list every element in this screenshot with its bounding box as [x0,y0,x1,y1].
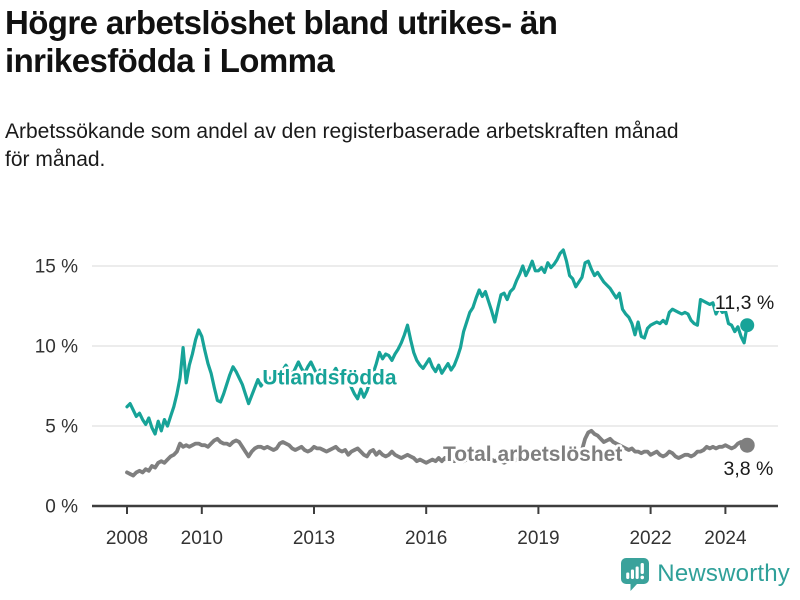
x-tick-label-2019: 2019 [517,528,559,549]
x-tick-label-2022: 2022 [629,528,671,549]
y-tick-label-5pct: 5 % [45,417,78,438]
title-line-1: Högre arbetslöshet bland utrikes- än [5,4,558,41]
y-tick-label-15pct: 15 % [35,257,78,278]
series-label-1: Total arbetslöshet [443,443,622,466]
series-end-value-label-1: 3,8 % [724,458,774,480]
series-end-value-label-0: 11,3 % [715,292,774,314]
y-tick-label-10pct: 10 % [35,337,78,358]
y-tick-label-0pct: 0 % [45,497,78,518]
newsworthy-speech-bubble-bar-chart-icon [621,558,650,591]
series-line-0 [125,248,749,436]
newsworthy-logo: Newsworthy [620,556,790,592]
subtitle-line-1: Arbetssökande som andel av den registerb… [5,120,679,143]
series-line-1 [125,428,750,478]
x-tick-label-2008: 2008 [106,528,148,549]
series-end-dot-0 [740,318,755,333]
title-line-2: inrikesfödda i Lomma [5,42,335,79]
series-end-dot-1 [739,437,755,453]
subtitle-line-2: för månad. [5,148,106,171]
chart-subtitle: Arbetssökande som andel av den registerb… [5,118,679,174]
x-tick-label-2024: 2024 [704,528,747,549]
x-tick-label-2013: 2013 [293,528,335,549]
x-tick-label-2010: 2010 [181,528,223,549]
page-title: Högre arbetslöshet bland utrikes- än inri… [5,4,558,80]
series-label-0: Utlandsfödda [262,366,396,389]
x-tick-label-2016: 2016 [405,528,447,549]
newsworthy-wordmark: Newsworthy [657,560,790,587]
